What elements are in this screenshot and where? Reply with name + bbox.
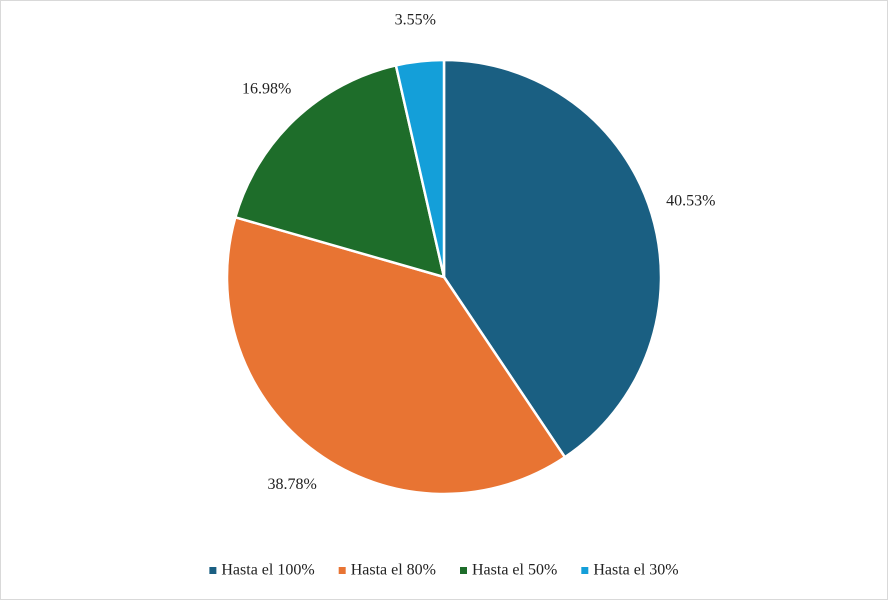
- legend-label: Hasta el 100%: [221, 562, 314, 579]
- legend: Hasta el 100% Hasta el 80% Hasta el 50% Has…: [209, 562, 679, 579]
- legend-swatch: [338, 567, 346, 574]
- legend-label: Hasta el 30%: [593, 562, 678, 579]
- data-label: 3.55%: [395, 11, 436, 28]
- legend-swatch: [581, 567, 589, 574]
- data-label: 16.98%: [242, 80, 291, 97]
- data-label: 40.53%: [666, 193, 715, 210]
- pie-slice: [394, 58, 446, 278]
- pie-slice: [233, 63, 446, 279]
- legend-label: Hasta el 50%: [472, 562, 557, 579]
- data-label: 38.78%: [267, 476, 316, 493]
- pie-slice: [442, 58, 663, 459]
- legend-label: Hasta el 80%: [351, 562, 436, 579]
- legend-swatch: [209, 567, 217, 574]
- legend-swatch: [460, 567, 467, 574]
- pie-slice: [225, 215, 567, 496]
